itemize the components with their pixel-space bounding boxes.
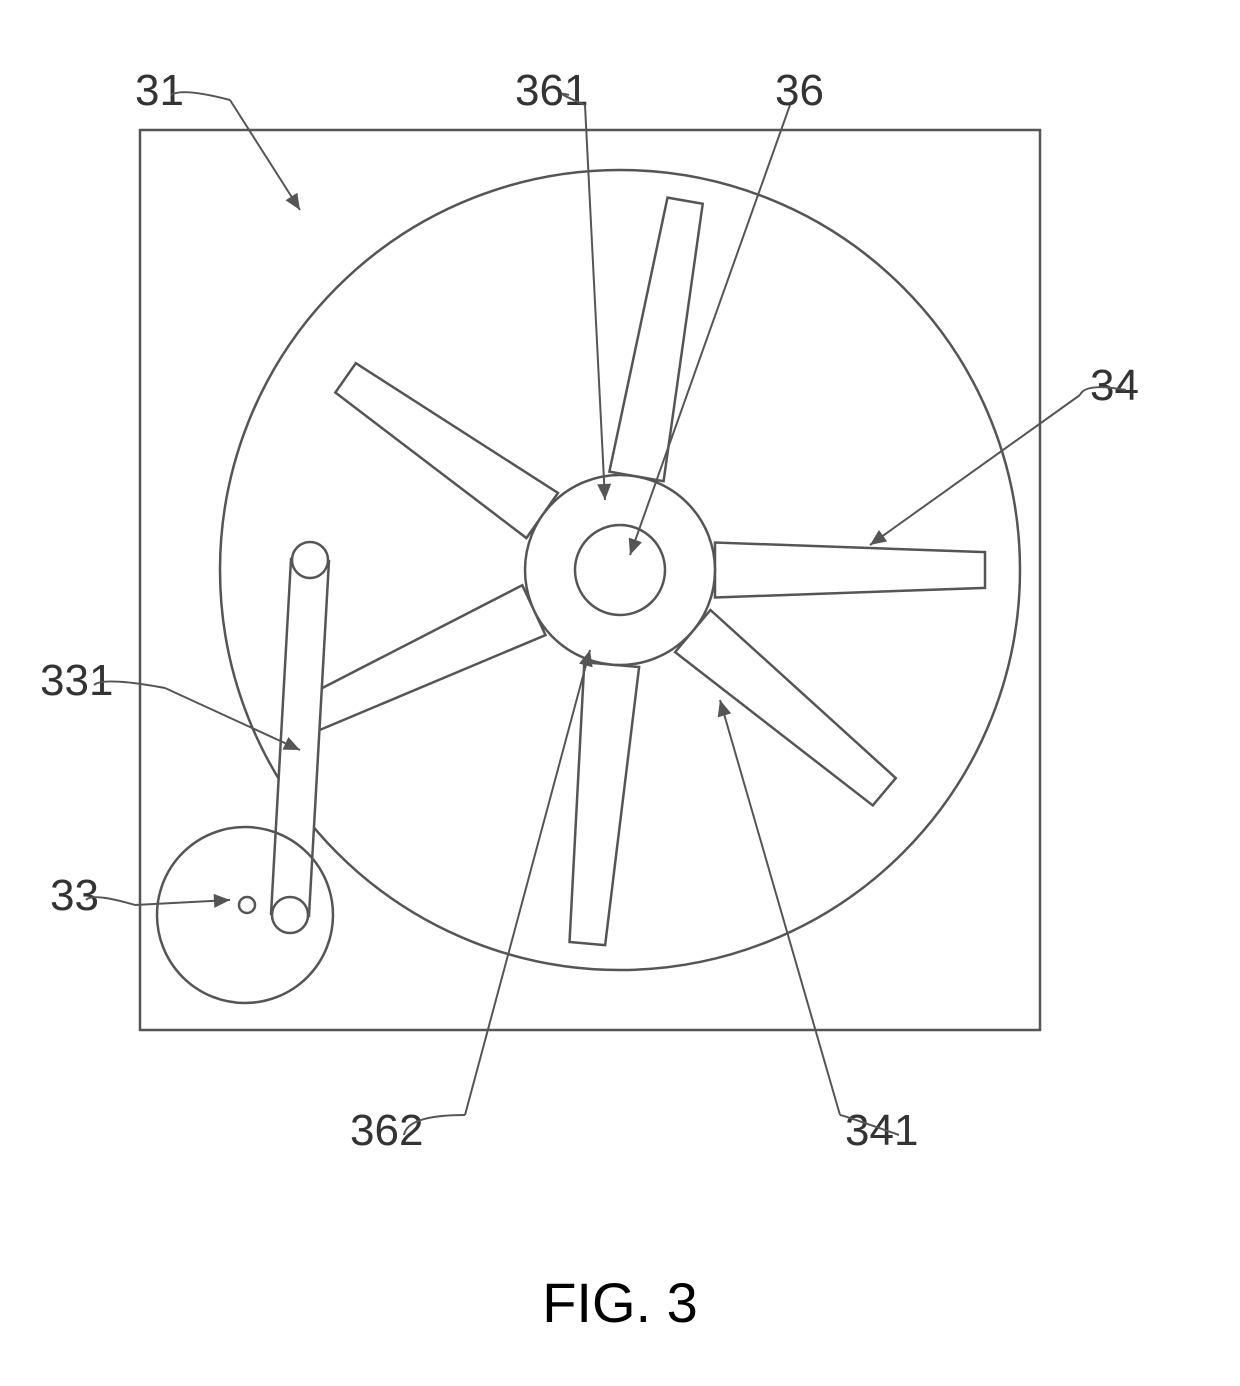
diagram-svg: 31 361 36 34 331 33 362 341 [0, 0, 1240, 1381]
svg-text:34: 34 [1090, 361, 1139, 410]
svg-text:361: 361 [515, 66, 588, 115]
figure-caption: FIG. 3 [542, 1270, 698, 1335]
svg-text:362: 362 [350, 1106, 423, 1155]
diagram-container: 31 361 36 34 331 33 362 341 [0, 0, 1240, 1381]
svg-text:331: 331 [40, 656, 113, 705]
svg-text:341: 341 [845, 1106, 918, 1155]
svg-text:31: 31 [135, 66, 184, 115]
svg-text:33: 33 [50, 871, 99, 920]
svg-text:36: 36 [775, 66, 824, 115]
